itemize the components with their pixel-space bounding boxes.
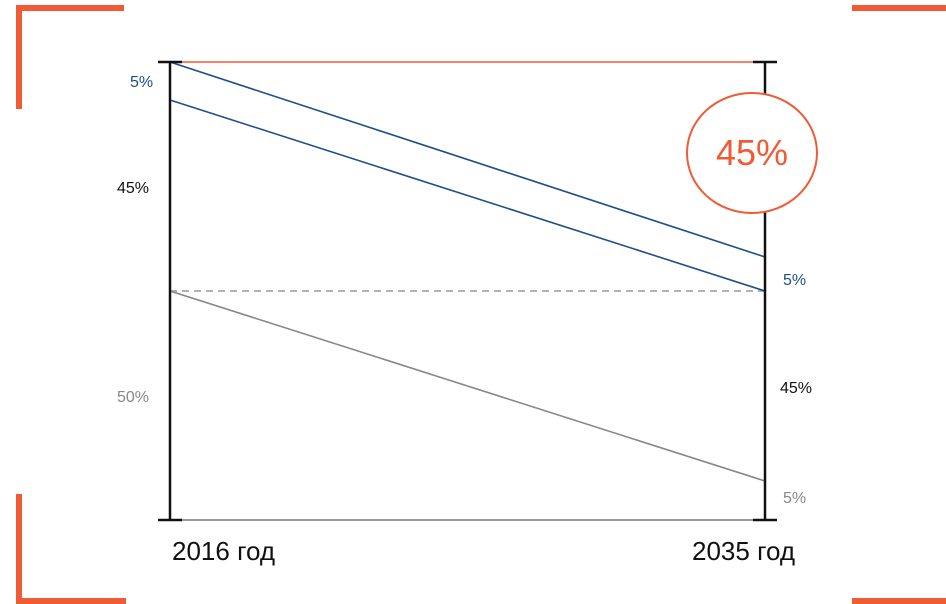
corner-bracket-top-left-horizontal [16, 5, 124, 11]
right-label-blue: 5% [783, 272, 807, 289]
highlight-circle: 45% [686, 92, 818, 214]
corner-bracket-bottom-left-vertical [16, 494, 22, 604]
blue-lower-line [169, 99, 766, 292]
corner-bracket-bottom-right-horizontal [852, 598, 946, 604]
corner-bracket-top-right-horizontal [852, 5, 946, 11]
right-label-grey: 5% [783, 490, 807, 507]
right-label-dark: 45% [780, 380, 813, 397]
blue-upper-line [169, 61, 766, 258]
left-label-grey: 50% [117, 389, 150, 406]
corner-bracket-top-left-vertical [16, 5, 22, 109]
highlight-value: 45% [715, 132, 789, 173]
corner-bracket-bottom-left-horizontal [16, 598, 126, 604]
left-label-dark: 45% [117, 180, 150, 197]
grey-decline-line [169, 290, 766, 482]
left-label-blue: 5% [130, 74, 154, 91]
left-year-label: 2016 год [172, 536, 276, 566]
right-year-label: 2035 год [692, 536, 796, 566]
